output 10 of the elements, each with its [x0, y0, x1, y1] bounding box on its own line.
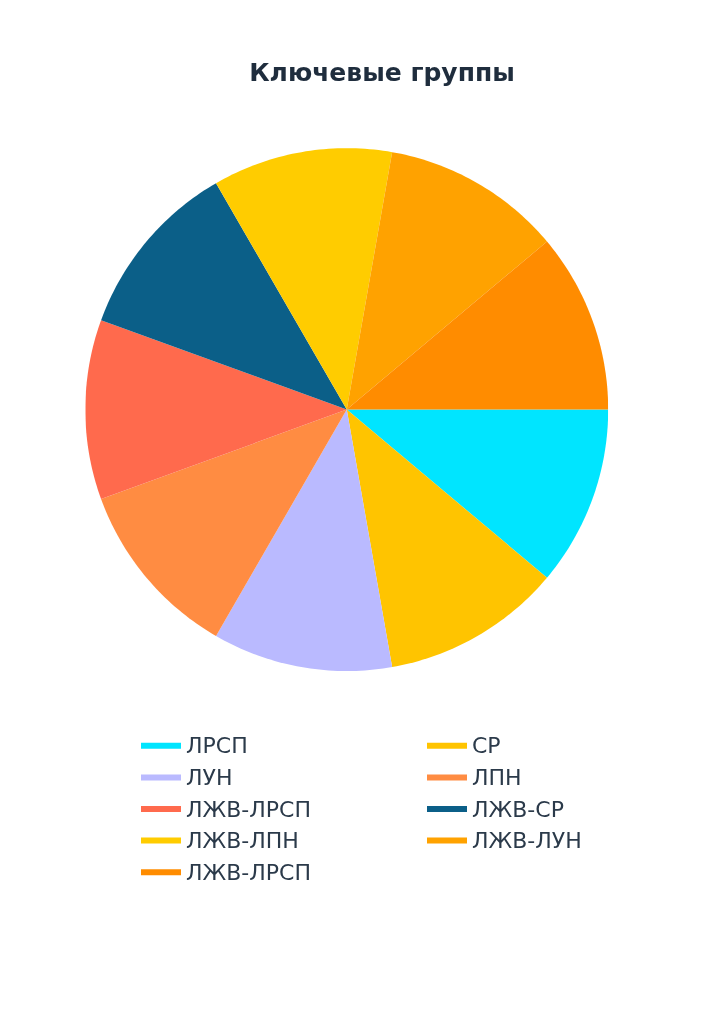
legend-label: ЛЖВ-ЛРСП [186, 859, 311, 885]
legend-label: ЛЖВ-СР [472, 796, 564, 822]
legend-label: ЛЖВ-ЛРСП [186, 796, 311, 822]
legend-label: ЛЖВ-ЛУН [472, 828, 582, 854]
chart-title: Ключевые группы [249, 57, 515, 87]
legend-label: ЛРСП [186, 733, 248, 759]
legend-label: ЛУН [186, 764, 233, 790]
legend-label: ЛПН [472, 764, 522, 790]
legend-label: СР [472, 733, 501, 759]
legend-label: ЛЖВ-ЛПН [186, 828, 299, 854]
